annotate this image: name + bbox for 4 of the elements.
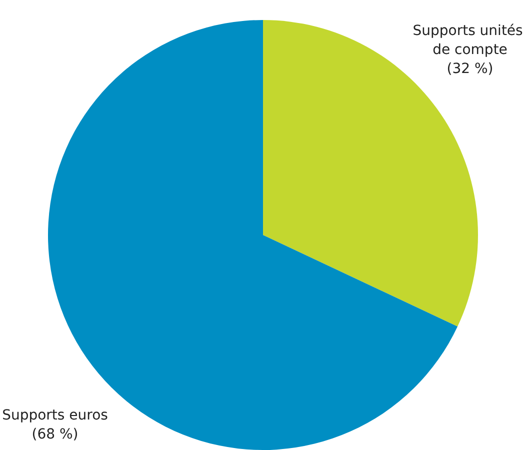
- slice-label: Supports unités de compte: [412, 23, 528, 58]
- slice-label: Supports euros: [2, 408, 108, 424]
- data-label: (68 %): [32, 426, 78, 442]
- data-label: (32 %): [446, 61, 494, 77]
